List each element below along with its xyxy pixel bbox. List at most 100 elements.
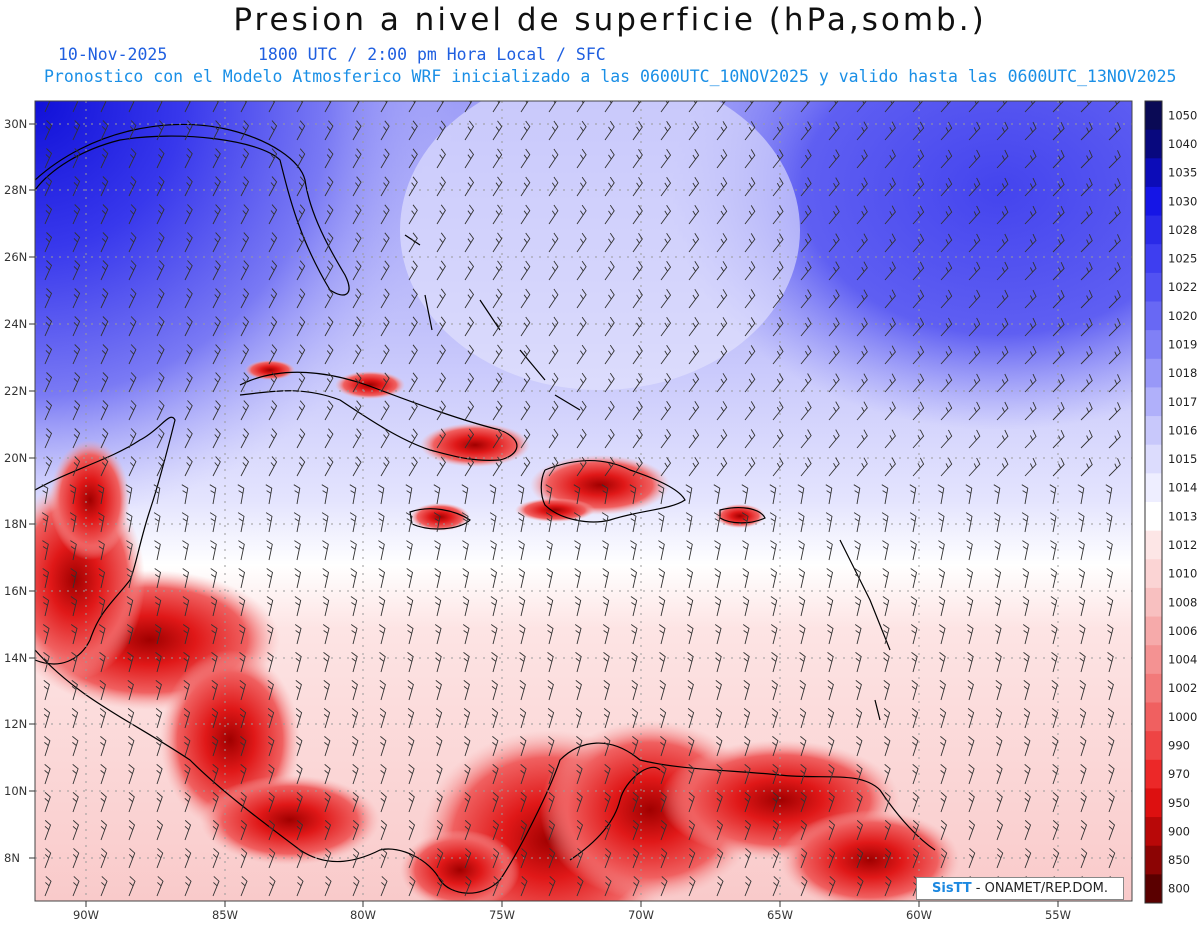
wind-barb bbox=[940, 101, 952, 113]
wind-barb bbox=[184, 372, 193, 393]
colorbar-swatch bbox=[1145, 788, 1162, 818]
wind-barb bbox=[408, 400, 418, 421]
wind-barb bbox=[744, 289, 756, 309]
wind-barb bbox=[631, 708, 639, 729]
wind-barb bbox=[1050, 568, 1058, 589]
wind-barb bbox=[716, 121, 728, 141]
wind-barb bbox=[828, 261, 840, 281]
wind-barb bbox=[687, 708, 695, 729]
wind-barb bbox=[685, 484, 693, 505]
wind-barb bbox=[856, 373, 868, 393]
wind-barb bbox=[912, 792, 919, 813]
wind-barb bbox=[212, 736, 219, 757]
wind-barb bbox=[492, 876, 500, 897]
wind-barb bbox=[184, 820, 192, 841]
wind-barb bbox=[576, 101, 586, 113]
wind-barb bbox=[492, 316, 503, 337]
wind-barb bbox=[1052, 290, 1065, 309]
wind-barb bbox=[940, 457, 953, 477]
wind-barb bbox=[546, 596, 554, 617]
wind-barb bbox=[266, 540, 273, 561]
wind-barb bbox=[268, 148, 278, 169]
wind-barb bbox=[491, 652, 498, 673]
colorbar-label: 1040 bbox=[1168, 137, 1197, 151]
wind-barb bbox=[1106, 540, 1113, 561]
wind-barb bbox=[436, 792, 443, 813]
wind-barb bbox=[828, 792, 835, 813]
wind-barb bbox=[771, 680, 778, 701]
colorbar-swatch bbox=[1145, 587, 1162, 618]
wind-barb bbox=[576, 428, 587, 449]
wind-barb bbox=[1049, 484, 1057, 505]
wind-barb bbox=[546, 624, 554, 645]
wind-barb bbox=[352, 204, 362, 225]
wind-barb bbox=[72, 176, 81, 197]
wind-barb bbox=[826, 540, 833, 561]
wind-barb bbox=[1052, 122, 1065, 141]
wind-barb bbox=[576, 204, 587, 225]
wind-barb bbox=[547, 680, 554, 701]
wind-barb bbox=[464, 736, 471, 757]
wind-barb bbox=[324, 456, 334, 477]
colorbar-label: 1016 bbox=[1168, 423, 1197, 437]
colorbar-label: 1028 bbox=[1168, 223, 1197, 237]
wind-barb bbox=[436, 120, 446, 141]
wind-barb bbox=[268, 736, 275, 757]
wind-barb bbox=[1052, 402, 1065, 421]
wind-barb bbox=[156, 372, 165, 393]
wind-barb bbox=[240, 101, 248, 113]
wind-barb bbox=[98, 540, 105, 561]
wind-barb bbox=[379, 680, 386, 701]
wind-barb bbox=[1080, 262, 1093, 281]
wind-barb bbox=[72, 148, 81, 169]
wind-barb bbox=[324, 232, 334, 253]
wind-barb bbox=[324, 120, 334, 141]
wind-barb bbox=[520, 288, 531, 309]
wind-barb bbox=[436, 344, 446, 365]
wind-barb bbox=[436, 400, 446, 421]
wind-barb bbox=[128, 428, 137, 449]
wind-barb bbox=[100, 148, 109, 169]
wind-barb bbox=[492, 820, 500, 841]
wind-barb bbox=[853, 484, 861, 505]
wind-barb bbox=[548, 456, 559, 477]
wind-barb bbox=[268, 428, 278, 449]
wind-barb bbox=[210, 568, 218, 589]
wind-barb bbox=[127, 652, 134, 673]
wind-barb bbox=[548, 372, 559, 393]
wind-barb bbox=[209, 512, 217, 533]
wind-barb bbox=[744, 876, 752, 897]
wind-barb bbox=[1108, 792, 1115, 813]
wind-barb bbox=[938, 568, 946, 589]
wind-barb bbox=[884, 820, 892, 841]
wind-barb bbox=[1106, 568, 1114, 589]
wind-barb bbox=[296, 372, 306, 393]
wind-barb bbox=[380, 792, 387, 813]
wind-barb bbox=[408, 848, 416, 869]
wind-barb bbox=[938, 596, 946, 617]
wind-barb bbox=[632, 260, 643, 281]
wind-barb bbox=[352, 400, 362, 421]
wind-barb bbox=[884, 429, 896, 449]
wind-barb bbox=[407, 652, 414, 673]
wind-barb bbox=[184, 848, 192, 869]
wind-barb bbox=[128, 344, 137, 365]
wind-barb bbox=[42, 568, 50, 589]
wind-barb bbox=[575, 708, 583, 729]
wind-barb bbox=[296, 344, 306, 365]
wind-barb bbox=[548, 876, 556, 897]
wind-barb bbox=[44, 456, 53, 477]
wind-barb bbox=[490, 596, 498, 617]
wind-barb bbox=[994, 568, 1002, 589]
wind-barb bbox=[800, 429, 812, 449]
wind-barb bbox=[716, 820, 724, 841]
wind-barb bbox=[240, 232, 250, 253]
wind-barb bbox=[184, 176, 193, 197]
colorbar-label: 850 bbox=[1168, 853, 1190, 867]
wind-barb bbox=[744, 345, 756, 365]
wind-barb bbox=[128, 848, 136, 869]
wind-barb bbox=[324, 372, 334, 393]
wind-barb bbox=[352, 120, 362, 141]
wind-barb bbox=[968, 429, 981, 449]
wind-barb bbox=[687, 680, 694, 701]
